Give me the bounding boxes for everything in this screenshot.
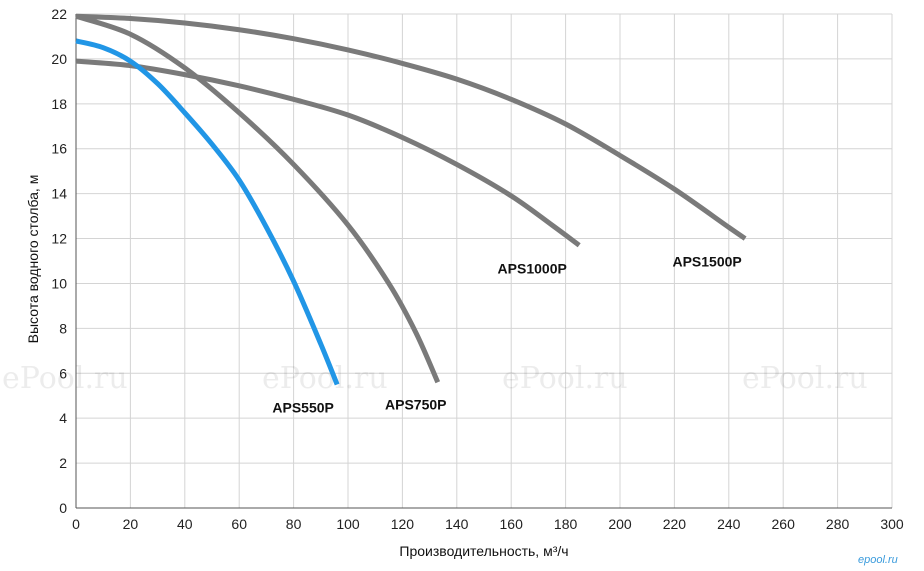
y-axis-label: Высота водного столба, м bbox=[25, 175, 41, 344]
x-tick-label: 20 bbox=[123, 516, 139, 532]
x-tick-label: 280 bbox=[826, 516, 850, 532]
x-tick-label: 260 bbox=[772, 516, 796, 532]
x-tick-label: 120 bbox=[391, 516, 415, 532]
x-tick-label: 240 bbox=[717, 516, 741, 532]
series-line-aps750p bbox=[75, 13, 441, 384]
x-tick-label: 220 bbox=[663, 516, 687, 532]
x-tick-labels: 0 20 40 60 80 100 120 140 160 180 200 220 240 260 280 3… bbox=[72, 516, 904, 532]
y-tick-label: 2 bbox=[59, 455, 67, 471]
y-tick-label: 8 bbox=[59, 320, 67, 336]
x-tick-label: 300 bbox=[880, 516, 904, 532]
series-line-aps1000p bbox=[75, 58, 581, 248]
x-tick-label: 200 bbox=[608, 516, 632, 532]
y-tick-label: 6 bbox=[59, 365, 67, 381]
x-tick-label: 0 bbox=[72, 516, 80, 532]
watermark-text: ePool.ru bbox=[2, 361, 128, 396]
series-label-aps1000p: APS1000P bbox=[498, 260, 567, 276]
y-tick-label: 22 bbox=[51, 6, 67, 22]
series-line-aps1500p bbox=[75, 13, 747, 241]
x-axis-label: Производительность, м³/ч bbox=[399, 543, 568, 559]
watermark-text: ePool.ru bbox=[742, 361, 868, 396]
y-tick-label: 0 bbox=[59, 500, 67, 516]
x-tick-label: 100 bbox=[336, 516, 360, 532]
y-tick-labels: 0 2 4 6 8 10 12 14 16 18 20 22 bbox=[51, 6, 67, 516]
y-tick-label: 16 bbox=[51, 141, 67, 157]
series-line-aps550p bbox=[75, 38, 340, 386]
y-tick-label: 20 bbox=[51, 51, 67, 67]
y-tick-label: 18 bbox=[51, 96, 67, 112]
x-tick-label: 180 bbox=[554, 516, 578, 532]
series-labels: APS550P APS750P APS1000P APS1500P bbox=[272, 254, 741, 416]
x-tick-label: 160 bbox=[500, 516, 524, 532]
series-label-aps1500p: APS1500P bbox=[672, 254, 741, 270]
y-tick-label: 10 bbox=[51, 275, 67, 291]
x-tick-label: 40 bbox=[177, 516, 193, 532]
x-tick-label: 140 bbox=[445, 516, 469, 532]
series-label-aps550p: APS550P bbox=[272, 400, 333, 416]
y-tick-label: 4 bbox=[59, 410, 67, 426]
watermarks: ePool.ru ePool.ru ePool.ru ePool.ru bbox=[2, 361, 868, 396]
epool-logo: epool.ru bbox=[858, 554, 898, 566]
axes bbox=[75, 14, 892, 509]
series-label-aps750p: APS750P bbox=[385, 396, 446, 412]
y-tick-label: 14 bbox=[51, 186, 67, 202]
y-tick-label: 12 bbox=[51, 231, 67, 247]
watermark-text: ePool.ru bbox=[502, 361, 628, 396]
watermark-text: ePool.ru bbox=[262, 361, 388, 396]
x-tick-label: 80 bbox=[286, 516, 302, 532]
x-tick-label: 60 bbox=[231, 516, 247, 532]
series-lines bbox=[75, 13, 747, 386]
